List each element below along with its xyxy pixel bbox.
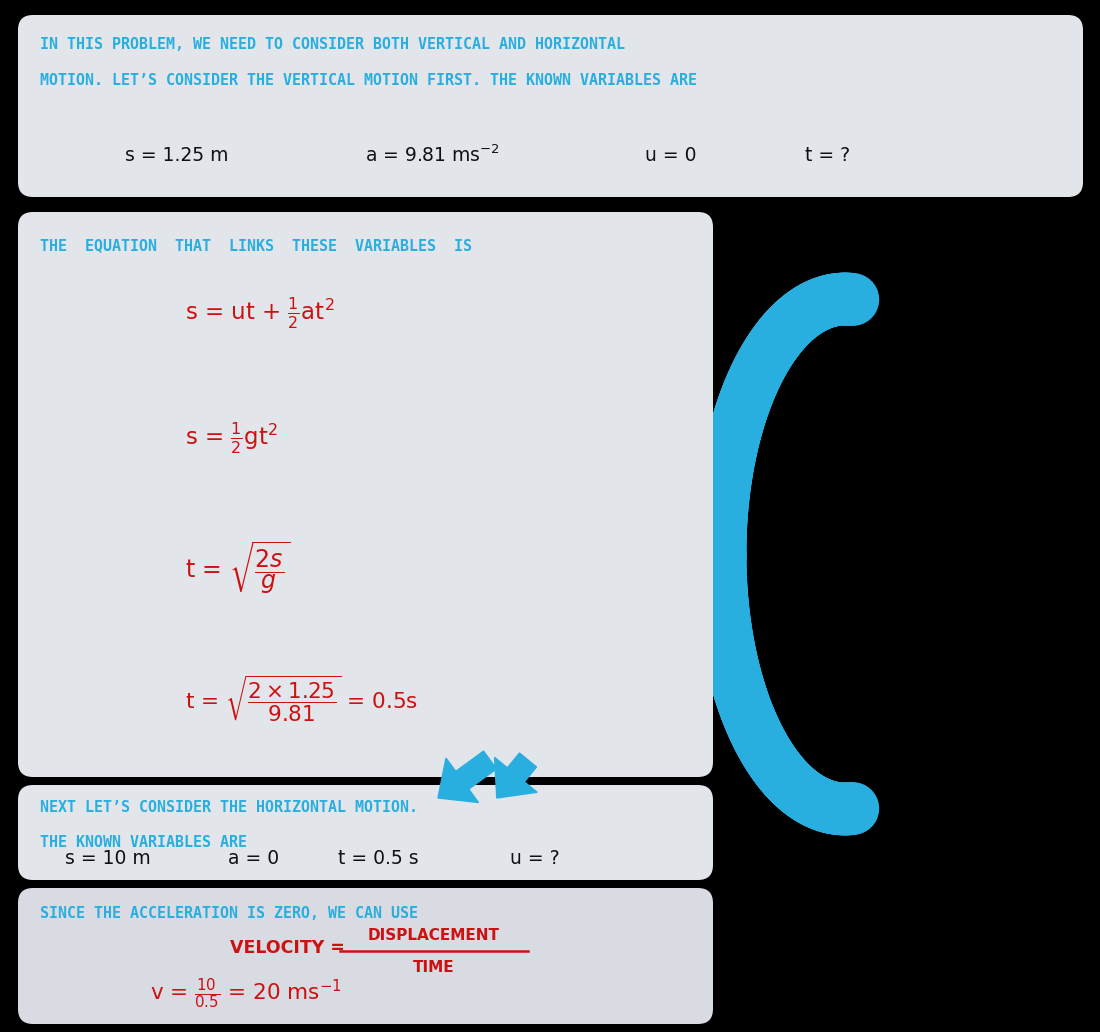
- Text: IN THIS PROBLEM, WE NEED TO CONSIDER BOTH VERTICAL AND HORIZONTAL: IN THIS PROBLEM, WE NEED TO CONSIDER BOT…: [40, 37, 625, 52]
- Text: u = ?: u = ?: [510, 848, 560, 868]
- Text: t = $\sqrt{\dfrac{2s}{g}}$: t = $\sqrt{\dfrac{2s}{g}}$: [185, 540, 290, 596]
- FancyArrow shape: [495, 753, 537, 798]
- Text: s = 1.25 m: s = 1.25 m: [125, 146, 229, 164]
- Text: t = $\sqrt{\dfrac{2 \times 1.25}{9.81}}$ = 0.5s: t = $\sqrt{\dfrac{2 \times 1.25}{9.81}}$…: [185, 673, 418, 722]
- Text: a = 9.81 ms$^{-2}$: a = 9.81 ms$^{-2}$: [365, 144, 499, 166]
- Text: u = 0: u = 0: [645, 146, 696, 164]
- Text: a = 0: a = 0: [228, 848, 279, 868]
- FancyBboxPatch shape: [18, 212, 713, 777]
- Text: MOTION. LET’S CONSIDER THE VERTICAL MOTION FIRST. THE KNOWN VARIABLES ARE: MOTION. LET’S CONSIDER THE VERTICAL MOTI…: [40, 73, 697, 88]
- Text: s = 10 m: s = 10 m: [65, 848, 151, 868]
- FancyBboxPatch shape: [18, 888, 713, 1024]
- Text: v = $\frac{10}{0.5}$ = 20 ms$^{-1}$: v = $\frac{10}{0.5}$ = 20 ms$^{-1}$: [150, 976, 342, 1011]
- Text: t = 0.5 s: t = 0.5 s: [338, 848, 419, 868]
- Text: t = ?: t = ?: [805, 146, 850, 164]
- Text: THE  EQUATION  THAT  LINKS  THESE  VARIABLES  IS: THE EQUATION THAT LINKS THESE VARIABLES …: [40, 238, 472, 253]
- Text: TIME: TIME: [414, 960, 454, 974]
- Text: THE KNOWN VARIABLES ARE: THE KNOWN VARIABLES ARE: [40, 835, 248, 850]
- FancyArrow shape: [438, 751, 496, 803]
- FancyBboxPatch shape: [18, 785, 713, 880]
- Text: s = $\frac{1}{2}$gt$^2$: s = $\frac{1}{2}$gt$^2$: [185, 420, 278, 455]
- Text: NEXT LET’S CONSIDER THE HORIZONTAL MOTION.: NEXT LET’S CONSIDER THE HORIZONTAL MOTIO…: [40, 800, 418, 815]
- Text: VELOCITY =: VELOCITY =: [230, 939, 351, 957]
- FancyBboxPatch shape: [18, 15, 1083, 197]
- Text: DISPLACEMENT: DISPLACEMENT: [368, 928, 500, 942]
- Text: s = ut + $\frac{1}{2}$at$^2$: s = ut + $\frac{1}{2}$at$^2$: [185, 296, 334, 331]
- Text: SINCE THE ACCELERATION IS ZERO, WE CAN USE: SINCE THE ACCELERATION IS ZERO, WE CAN U…: [40, 906, 418, 921]
